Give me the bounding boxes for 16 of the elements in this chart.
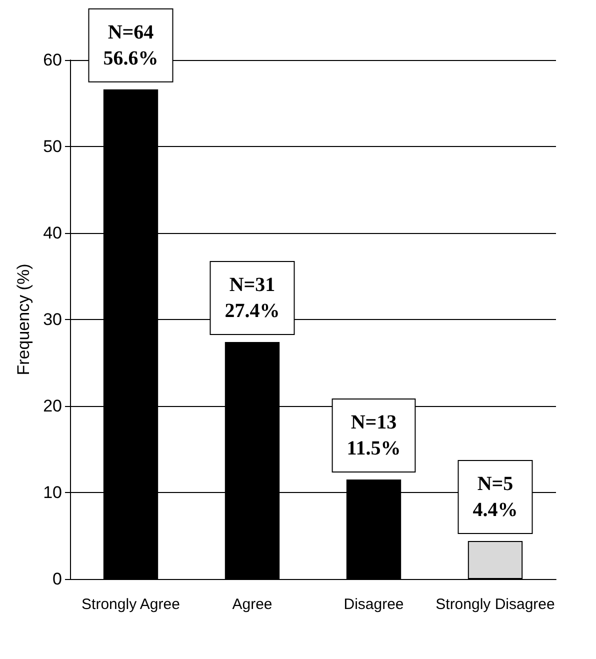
x-tick-label: Strongly Agree (82, 596, 180, 613)
y-axis-title: Frequency (%) (14, 264, 34, 376)
y-tick-label: 20 (43, 396, 62, 416)
y-tick-label: 60 (43, 50, 62, 70)
x-tick-label: Disagree (344, 596, 404, 613)
data-label: N=5 4.4% (472, 472, 518, 521)
data-label: N=31 27.4% (224, 274, 280, 322)
x-tick-label: Strongly Disagree (436, 596, 555, 613)
y-tick-label: 10 (43, 483, 62, 502)
y-tick-label: 50 (43, 137, 62, 156)
y-tick-label: 40 (43, 224, 62, 242)
data-label: N=64 56.6% (103, 21, 158, 70)
x-tick-label: Agree (232, 596, 272, 613)
y-tick-label: 30 (43, 310, 62, 329)
y-tick-label: 0 (52, 570, 62, 588)
data-label: N=13 11.5% (346, 412, 401, 460)
